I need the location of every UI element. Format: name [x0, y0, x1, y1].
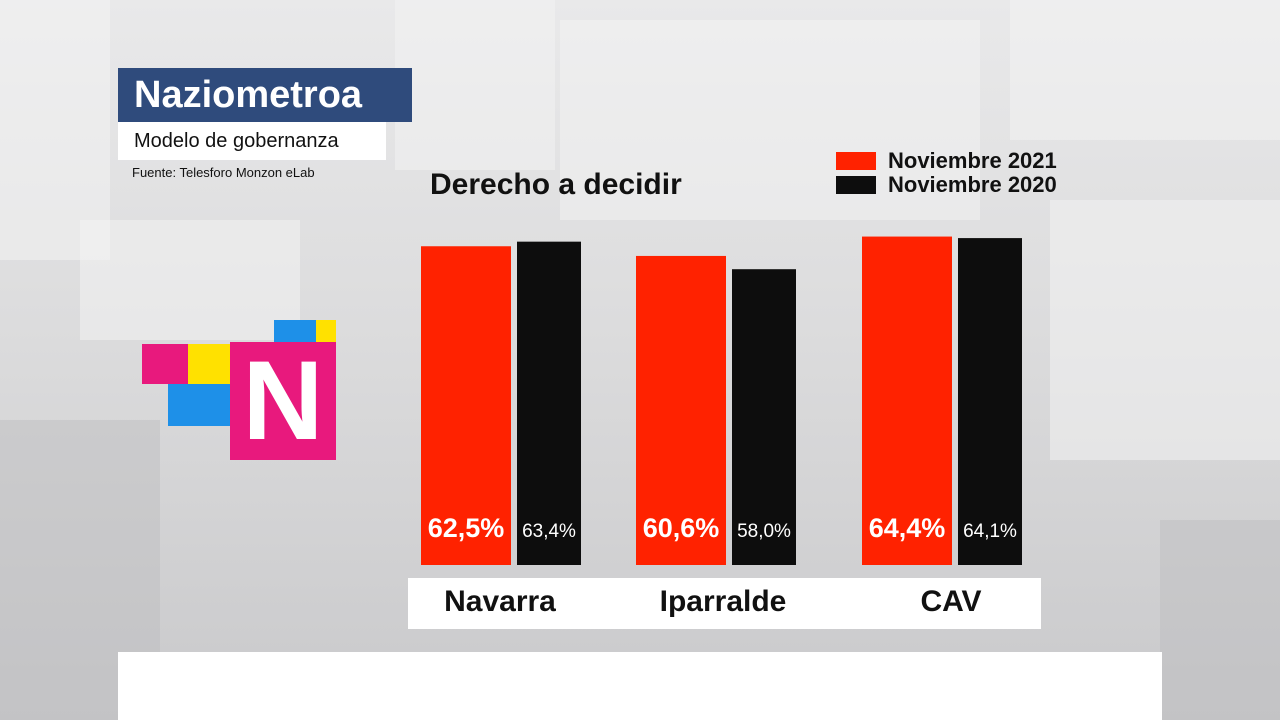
bar-navarra-2021	[421, 246, 511, 565]
legend-item-2020: Noviembre 2020	[836, 172, 1057, 197]
legend-label-2020: Noviembre 2020	[888, 172, 1057, 197]
data-label-navarra-2020: 63,4%	[522, 521, 576, 542]
category-axis	[408, 578, 1041, 629]
legend-swatch-2021	[836, 152, 876, 170]
legend-label-2021: Noviembre 2021	[888, 148, 1057, 173]
logo-letter: N	[230, 342, 336, 460]
chart-title: Derecho a decidir	[430, 168, 682, 201]
page-title: Naziometroa	[118, 68, 412, 122]
source-note: Fuente: Telesforo Monzon eLab	[132, 165, 315, 180]
data-label-cav-2021: 64,4%	[869, 513, 946, 543]
bar-cav-2020	[958, 238, 1022, 565]
data-label-navarra-2021: 62,5%	[428, 513, 505, 543]
lower-third-panel	[118, 652, 1162, 720]
data-label-cav-2020: 64,1%	[963, 521, 1017, 542]
legend-item-2021: Noviembre 2021	[836, 148, 1057, 173]
bar-cav-2021	[862, 236, 952, 565]
category-label-cav: CAV	[920, 585, 982, 618]
naiz-logo: N	[142, 320, 336, 460]
data-label-iparralde-2021: 60,6%	[643, 513, 720, 543]
page-subtitle: Modelo de gobernanza	[118, 122, 386, 160]
bar-iparralde-2020	[732, 269, 796, 565]
category-label-navarra: Navarra	[444, 585, 556, 618]
data-label-iparralde-2020: 58,0%	[737, 521, 791, 542]
bar-iparralde-2021	[636, 255, 726, 565]
legend-swatch-2020	[836, 176, 876, 194]
category-label-iparralde: Iparralde	[659, 585, 787, 618]
bar-navarra-2020	[517, 241, 581, 565]
